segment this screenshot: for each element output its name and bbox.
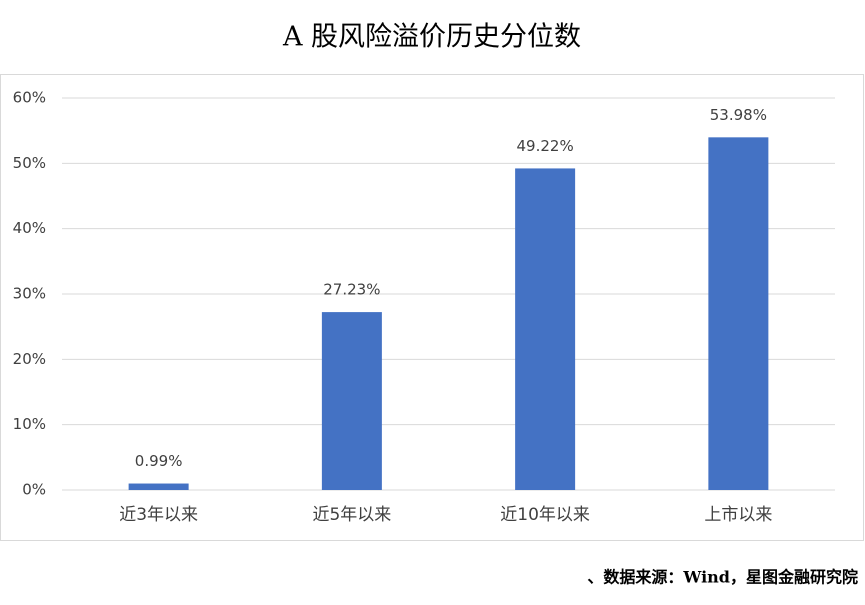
source-note: 、数据来源：Wind，星图金融研究院: [587, 568, 858, 587]
y-tick-label: 0%: [22, 481, 46, 499]
bar: [128, 483, 189, 490]
bar: [515, 168, 576, 491]
x-tick-label: 上市以来: [704, 505, 772, 525]
value-label: 27.23%: [323, 281, 380, 299]
y-tick-label: 50%: [13, 154, 46, 172]
x-tick-label: 近5年以来: [312, 505, 391, 525]
value-label: 49.22%: [517, 137, 574, 155]
y-tick-label: 60%: [13, 89, 46, 107]
chart-frame: [0, 74, 864, 541]
value-label: 0.99%: [135, 452, 183, 470]
y-tick-label: 20%: [13, 350, 46, 368]
y-tick-label: 10%: [13, 415, 46, 433]
y-tick-label: 40%: [13, 219, 46, 237]
bar: [708, 137, 769, 490]
y-tick-label: 30%: [13, 285, 46, 303]
chart-title: A 股风险溢价历史分位数: [282, 22, 581, 53]
value-label: 53.98%: [710, 106, 767, 124]
x-tick-label: 近3年以来: [119, 505, 198, 525]
x-tick-label: 近10年以来: [500, 505, 590, 525]
bar: [321, 312, 382, 490]
